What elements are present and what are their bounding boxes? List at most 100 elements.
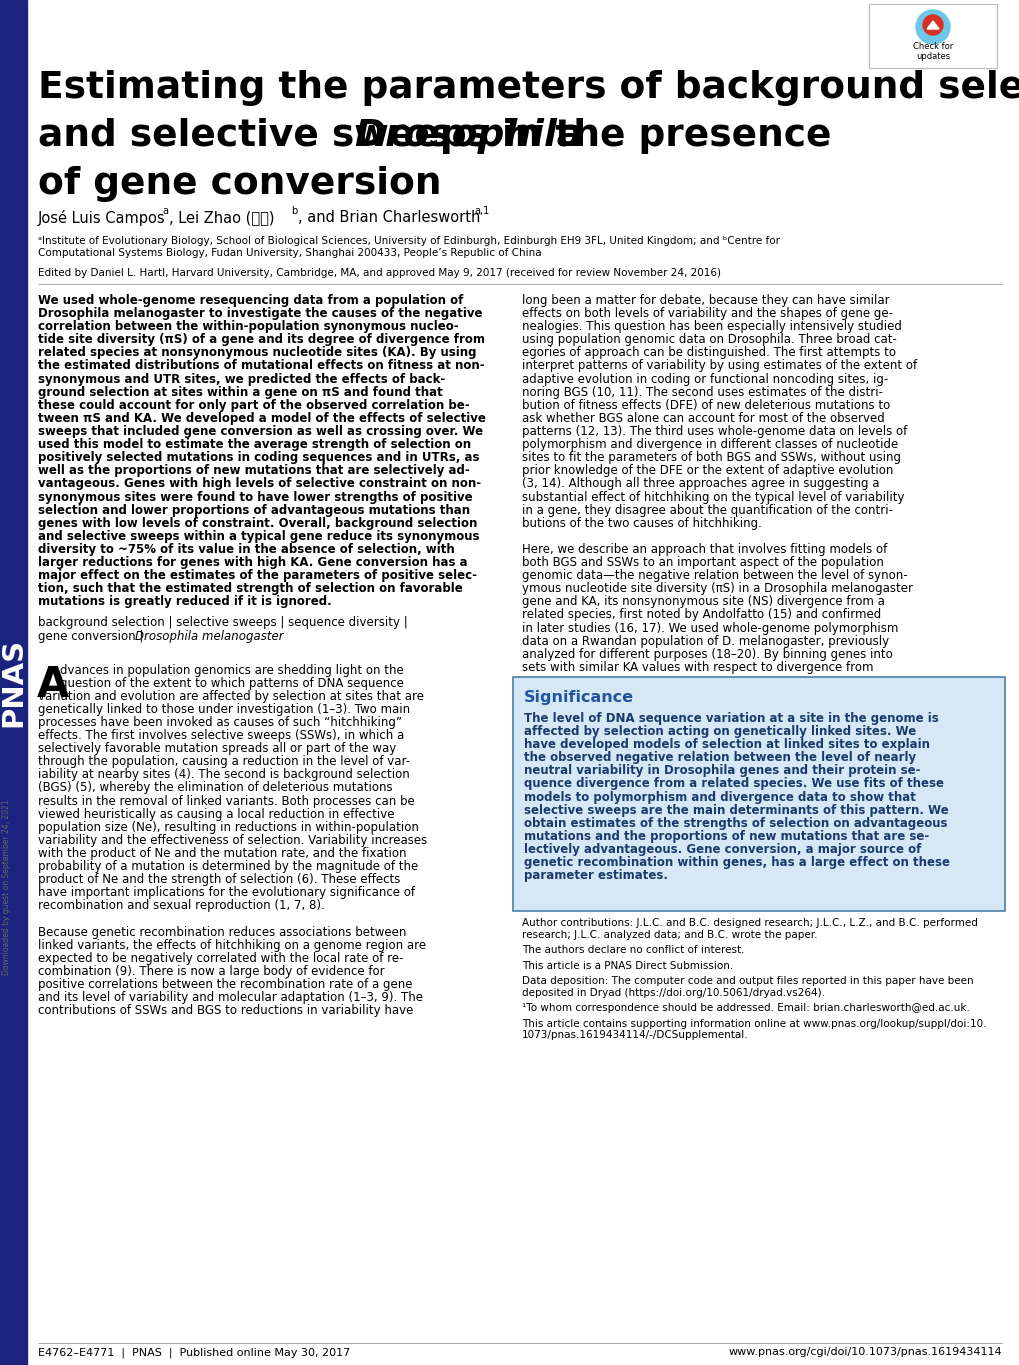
Text: ¹To whom correspondence should be addressed. Email: brian.charlesworth@ed.ac.uk.: ¹To whom correspondence should be addres… bbox=[522, 1003, 969, 1013]
Text: vantageous. Genes with high levels of selective constraint on non-: vantageous. Genes with high levels of se… bbox=[38, 478, 481, 490]
Text: combination (9). There is now a large body of evidence for: combination (9). There is now a large bo… bbox=[38, 965, 384, 977]
Text: patterns (12, 13). The third uses whole-genome data on levels of: patterns (12, 13). The third uses whole-… bbox=[522, 425, 906, 438]
Text: egories of approach can be distinguished. The first attempts to: egories of approach can be distinguished… bbox=[522, 347, 895, 359]
Text: selectively favorable mutation spreads all or part of the way: selectively favorable mutation spreads a… bbox=[38, 743, 395, 755]
Text: genomic data—the negative relation between the level of synon-: genomic data—the negative relation betwe… bbox=[522, 569, 907, 581]
Text: prior knowledge of the DFE or the extent of adaptive evolution: prior knowledge of the DFE or the extent… bbox=[522, 464, 893, 478]
Text: (3, 14). Although all three approaches agree in suggesting a: (3, 14). Although all three approaches a… bbox=[522, 478, 878, 490]
Text: have developed models of selection at linked sites to explain: have developed models of selection at li… bbox=[524, 738, 929, 751]
Text: the observed negative relation between the level of nearly: the observed negative relation between t… bbox=[524, 751, 915, 764]
Text: effects. The first involves selective sweeps (SSWs), in which a: effects. The first involves selective sw… bbox=[38, 729, 404, 743]
Circle shape bbox=[915, 10, 949, 44]
Text: Data deposition: The computer code and output files reported in this paper have : Data deposition: The computer code and o… bbox=[522, 976, 973, 986]
Text: with the product of Ne and the mutation rate, and the fixation: with the product of Ne and the mutation … bbox=[38, 846, 407, 860]
Text: positively selected mutations in coding sequences and in UTRs, as: positively selected mutations in coding … bbox=[38, 452, 479, 464]
Bar bbox=[0, 0, 26, 1365]
Text: data on a Rwandan population of D. melanogaster, previously: data on a Rwandan population of D. melan… bbox=[522, 635, 889, 647]
Text: parameter estimates.: parameter estimates. bbox=[524, 870, 667, 882]
Text: selective sweeps are the main determinants of this pattern. We: selective sweeps are the main determinan… bbox=[524, 804, 948, 816]
Text: noring BGS (10, 11). The second uses estimates of the distri-: noring BGS (10, 11). The second uses est… bbox=[522, 386, 882, 399]
Text: gene and KA, its nonsynonymous site (NS) divergence from a: gene and KA, its nonsynonymous site (NS)… bbox=[522, 595, 884, 609]
Text: diversity to ~75% of its value in the absence of selection, with: diversity to ~75% of its value in the ab… bbox=[38, 543, 454, 556]
Text: analyzed for different purposes (18–20). By binning genes into: analyzed for different purposes (18–20).… bbox=[522, 648, 892, 661]
Text: the estimated distributions of mutational effects on fitness at non-: the estimated distributions of mutationa… bbox=[38, 359, 484, 373]
Text: obtain estimates of the strengths of selection on advantageous: obtain estimates of the strengths of sel… bbox=[524, 816, 947, 830]
Text: results in the removal of linked variants. Both processes can be: results in the removal of linked variant… bbox=[38, 794, 415, 808]
Text: models to polymorphism and divergence data to show that: models to polymorphism and divergence da… bbox=[524, 790, 915, 804]
Text: larger reductions for genes with high KA. Gene conversion has a: larger reductions for genes with high KA… bbox=[38, 556, 467, 569]
Text: Computational Systems Biology, Fudan University, Shanghai 200433, People’s Repub: Computational Systems Biology, Fudan Uni… bbox=[38, 248, 541, 258]
Text: Edited by Daniel L. Hartl, Harvard University, Cambridge, MA, and approved May 9: Edited by Daniel L. Hartl, Harvard Unive… bbox=[38, 268, 720, 278]
Text: genetically linked to those under investigation (1–3). Two main: genetically linked to those under invest… bbox=[38, 703, 410, 715]
Text: genetic recombination within genes, has a large effect on these: genetic recombination within genes, has … bbox=[524, 856, 949, 870]
Text: Here, we describe an approach that involves fitting models of: Here, we describe an approach that invol… bbox=[522, 543, 887, 556]
Text: gene conversion |: gene conversion | bbox=[38, 629, 147, 643]
Text: bution of fitness effects (DFE) of new deleterious mutations to: bution of fitness effects (DFE) of new d… bbox=[522, 399, 890, 412]
Text: iability at nearby sites (4). The second is background selection: iability at nearby sites (4). The second… bbox=[38, 768, 410, 781]
Text: population size (Ne), resulting in reductions in within-population: population size (Ne), resulting in reduc… bbox=[38, 820, 419, 834]
Text: variation and evolution are affected by selection at sites that are: variation and evolution are affected by … bbox=[38, 689, 424, 703]
Text: butions of the two causes of hitchhiking.: butions of the two causes of hitchhiking… bbox=[522, 517, 761, 530]
Text: both BGS and SSWs to an important aspect of the population: both BGS and SSWs to an important aspect… bbox=[522, 556, 883, 569]
Text: sweeps that included gene conversion as well as crossing over. We: sweeps that included gene conversion as … bbox=[38, 425, 483, 438]
Text: This article is a PNAS Direct Submission.: This article is a PNAS Direct Submission… bbox=[522, 961, 733, 971]
Text: correlation between the within-population synonymous nucleo-: correlation between the within-populatio… bbox=[38, 321, 459, 333]
Text: (BGS) (5), whereby the elimination of deleterious mutations: (BGS) (5), whereby the elimination of de… bbox=[38, 781, 392, 794]
Text: polymorphism and divergence in different classes of nucleotide: polymorphism and divergence in different… bbox=[522, 438, 898, 450]
Text: expected to be negatively correlated with the local rate of re-: expected to be negatively correlated wit… bbox=[38, 951, 404, 965]
Text: ymous nucleotide site diversity (πS) in a Drosophila melanogaster: ymous nucleotide site diversity (πS) in … bbox=[522, 583, 912, 595]
Text: The authors declare no conflict of interest.: The authors declare no conflict of inter… bbox=[522, 945, 744, 955]
Text: quence divergence from a related species. We use fits of these: quence divergence from a related species… bbox=[524, 778, 943, 790]
Text: deposited in Dryad (https://doi.org/10.5061/dryad.vs264).: deposited in Dryad (https://doi.org/10.5… bbox=[522, 988, 824, 998]
Text: Author contributions: J.L.C. and B.C. designed research; J.L.C., L.Z., and B.C. : Author contributions: J.L.C. and B.C. de… bbox=[522, 919, 977, 928]
Text: genes with low levels of constraint. Overall, background selection: genes with low levels of constraint. Ove… bbox=[38, 517, 477, 530]
Text: ask whether BGS alone can account for most of the observed: ask whether BGS alone can account for mo… bbox=[522, 412, 883, 425]
Text: background selection | selective sweeps | sequence diversity |: background selection | selective sweeps … bbox=[38, 617, 408, 629]
Text: recombination and sexual reproduction (1, 7, 8).: recombination and sexual reproduction (1… bbox=[38, 900, 324, 912]
Text: E4762–E4771  |  PNAS  |  Published online May 30, 2017: E4762–E4771 | PNAS | Published online Ma… bbox=[38, 1347, 350, 1358]
Text: question of the extent to which patterns of DNA sequence: question of the extent to which patterns… bbox=[60, 677, 404, 689]
Text: interpret patterns of variability by using estimates of the extent of: interpret patterns of variability by usi… bbox=[522, 359, 916, 373]
Text: these could account for only part of the observed correlation be-: these could account for only part of the… bbox=[38, 399, 469, 412]
Text: Estimating the parameters of background selection: Estimating the parameters of background … bbox=[38, 70, 1019, 106]
Text: probability of a mutation is determined by the magnitude of the: probability of a mutation is determined … bbox=[38, 860, 418, 874]
Text: ᵃInstitute of Evolutionary Biology, School of Biological Sciences, University of: ᵃInstitute of Evolutionary Biology, Scho… bbox=[38, 236, 780, 246]
Text: long been a matter for debate, because they can have similar: long been a matter for debate, because t… bbox=[522, 293, 889, 307]
Text: well as the proportions of new mutations that are selectively ad-: well as the proportions of new mutations… bbox=[38, 464, 470, 478]
Text: nealogies. This question has been especially intensively studied: nealogies. This question has been especi… bbox=[522, 321, 901, 333]
Text: research; J.L.C. analyzed data; and B.C. wrote the paper.: research; J.L.C. analyzed data; and B.C.… bbox=[522, 930, 816, 939]
Text: Significance: Significance bbox=[524, 689, 634, 704]
Text: Drosophila melanogaster to investigate the causes of the negative: Drosophila melanogaster to investigate t… bbox=[38, 307, 482, 321]
Text: A: A bbox=[37, 663, 69, 706]
Text: synonymous and UTR sites, we predicted the effects of back-: synonymous and UTR sites, we predicted t… bbox=[38, 373, 445, 385]
Text: Drosophila melanogaster: Drosophila melanogaster bbox=[135, 629, 283, 643]
Text: lectively advantageous. Gene conversion, a major source of: lectively advantageous. Gene conversion,… bbox=[524, 844, 920, 856]
Text: contributions of SSWs and BGS to reductions in variability have: contributions of SSWs and BGS to reducti… bbox=[38, 1005, 413, 1017]
Text: b: b bbox=[290, 206, 297, 216]
Text: Drosophila: Drosophila bbox=[354, 117, 582, 154]
Text: , and Brian Charlesworth: , and Brian Charlesworth bbox=[298, 210, 480, 225]
Text: through the population, causing a reduction in the level of var-: through the population, causing a reduct… bbox=[38, 755, 410, 768]
Text: Downloaded by guest on September 24, 2021: Downloaded by guest on September 24, 202… bbox=[2, 800, 11, 975]
Text: The level of DNA sequence variation at a site in the genome is: The level of DNA sequence variation at a… bbox=[524, 713, 937, 725]
Text: ground selection at sites within a gene on πS and found that: ground selection at sites within a gene … bbox=[38, 386, 442, 399]
Text: and selective sweeps within a typical gene reduce its synonymous: and selective sweeps within a typical ge… bbox=[38, 530, 479, 543]
Text: This article contains supporting information online at www.pnas.org/lookup/suppl: This article contains supporting informa… bbox=[522, 1018, 985, 1029]
Text: and its level of variability and molecular adaptation (1–3, 9). The: and its level of variability and molecul… bbox=[38, 991, 423, 1005]
Text: José Luis Campos: José Luis Campos bbox=[38, 210, 165, 227]
Text: mutations and the proportions of new mutations that are se-: mutations and the proportions of new mut… bbox=[524, 830, 928, 842]
Text: product of Ne and the strength of selection (6). These effects: product of Ne and the strength of select… bbox=[38, 874, 400, 886]
Text: have important implications for the evolutionary significance of: have important implications for the evol… bbox=[38, 886, 415, 900]
Text: using population genomic data on Drosophila. Three broad cat-: using population genomic data on Drosoph… bbox=[522, 333, 896, 347]
Polygon shape bbox=[926, 20, 938, 29]
Text: affected by selection acting on genetically linked sites. We: affected by selection acting on genetica… bbox=[524, 725, 915, 738]
Text: mutations is greatly reduced if it is ignored.: mutations is greatly reduced if it is ig… bbox=[38, 595, 331, 609]
FancyBboxPatch shape bbox=[513, 677, 1004, 912]
Text: of gene conversion: of gene conversion bbox=[38, 167, 441, 202]
Text: a: a bbox=[162, 206, 168, 216]
Circle shape bbox=[922, 15, 943, 35]
Text: , Lei Zhao (赵磊): , Lei Zhao (赵磊) bbox=[169, 210, 274, 225]
Text: Check for
updates: Check for updates bbox=[912, 41, 952, 61]
Text: and selective sweeps in: and selective sweeps in bbox=[38, 117, 554, 154]
Text: selection and lower proportions of advantageous mutations than: selection and lower proportions of advan… bbox=[38, 504, 470, 516]
